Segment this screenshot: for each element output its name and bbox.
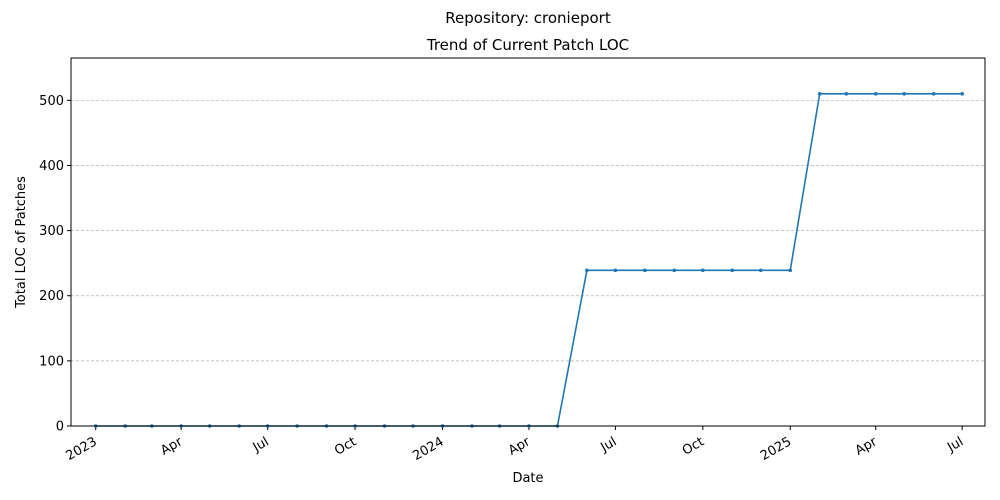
data-point <box>817 92 822 96</box>
data-point <box>643 268 647 273</box>
data-point <box>873 92 878 96</box>
x-tick-label: Apr <box>506 434 534 459</box>
data-point <box>844 92 849 96</box>
x-axis-label: Date <box>512 471 543 486</box>
y-tick-label: 0 <box>56 420 64 435</box>
x-tick-label: Oct <box>680 434 707 458</box>
y-tick-label: 100 <box>39 354 64 369</box>
y-tick-label: 500 <box>39 94 64 109</box>
x-tick-label: Apr <box>853 434 881 459</box>
data-point <box>960 92 964 96</box>
data-point <box>585 268 589 273</box>
x-tick-label: Jul <box>250 434 272 455</box>
data-point <box>701 268 705 273</box>
data-point <box>613 268 618 273</box>
y-tick-label: 300 <box>39 224 64 239</box>
gridlines <box>71 99 985 362</box>
y-tick-label: 200 <box>39 289 64 304</box>
y-tick-label: 400 <box>39 159 64 174</box>
data-point <box>788 268 793 273</box>
data-point <box>931 92 936 96</box>
data-point <box>672 268 677 273</box>
data-point <box>902 92 907 96</box>
plot-area-frame <box>70 57 986 427</box>
y-axis-ticks: 0 100 200 300 400 500 <box>39 94 71 435</box>
y-axis-label: Total LOC of Patches <box>14 176 29 309</box>
series-line-group <box>93 92 964 428</box>
x-tick-label: 2023 <box>64 434 100 464</box>
data-point <box>730 268 735 273</box>
series-line <box>95 93 963 427</box>
x-tick-label: Jul <box>944 434 966 455</box>
data-point <box>758 268 763 273</box>
x-axis-ticks: 2023 Apr Jul Oct 2024 Apr Jul Oct 2025 Apr Jul <box>64 426 966 464</box>
x-tick-label: Apr <box>158 434 186 459</box>
chart-title: Repository: cronieport <box>445 9 611 27</box>
x-tick-label: Oct <box>332 434 359 458</box>
chart-subtitle: Trend of Current Patch LOC <box>426 36 629 54</box>
x-tick-label: 2025 <box>758 434 794 464</box>
x-tick-label: 2024 <box>410 434 446 464</box>
x-tick-label: Jul <box>597 434 619 455</box>
